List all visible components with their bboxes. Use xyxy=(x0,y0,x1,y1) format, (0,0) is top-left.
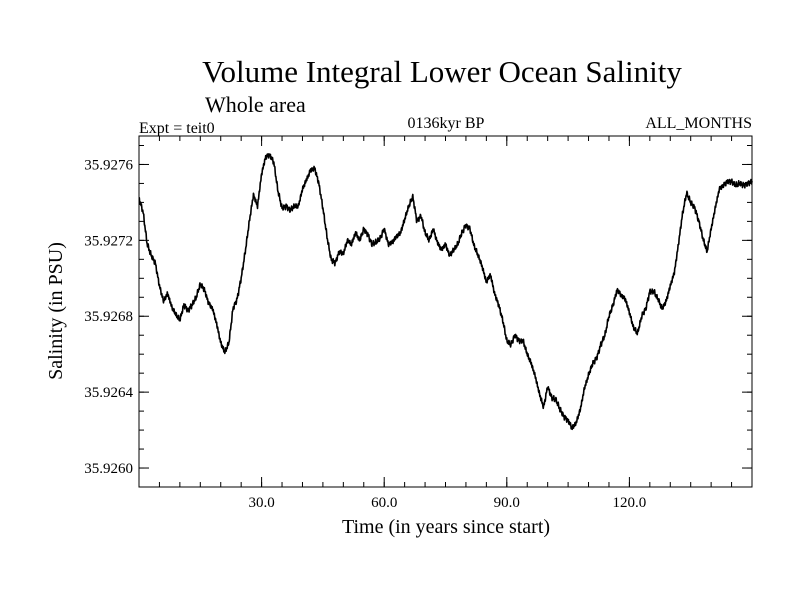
x-tick-label: 90.0 xyxy=(494,495,520,511)
chart-title: Volume Integral Lower Ocean Salinity xyxy=(202,54,682,89)
y-axis-ticks xyxy=(139,144,752,488)
x-axis-label: Time (in years since start) xyxy=(342,516,550,538)
x-tick-label: 120.0 xyxy=(613,495,647,511)
y-tick-label: 35.9260 xyxy=(84,461,133,477)
salinity-series-line xyxy=(138,153,753,431)
chart-subtitle: Whole area xyxy=(205,92,306,117)
plot-frame xyxy=(138,135,753,488)
expt-label: Expt = teit0 xyxy=(139,120,215,137)
y-axis-tick-labels: 35.9260 35.9264 35.9268 35.9272 35.9276 xyxy=(84,157,133,477)
y-tick-label: 35.9276 xyxy=(84,157,133,173)
months-label: ALL_MONTHS xyxy=(645,115,752,132)
x-axis-tick-labels: 30.0 60.0 90.0 120.0 xyxy=(248,495,646,511)
period-label: 0136kyr BP xyxy=(408,115,485,132)
y-axis-label: Salinity (in PSU) xyxy=(45,242,67,380)
y-tick-label: 35.9268 xyxy=(84,309,133,325)
y-tick-label: 35.9264 xyxy=(84,385,133,401)
x-tick-label: 60.0 xyxy=(371,495,397,511)
y-tick-label: 35.9272 xyxy=(84,233,133,249)
x-tick-label: 30.0 xyxy=(248,495,274,511)
x-axis-ticks xyxy=(158,136,733,487)
